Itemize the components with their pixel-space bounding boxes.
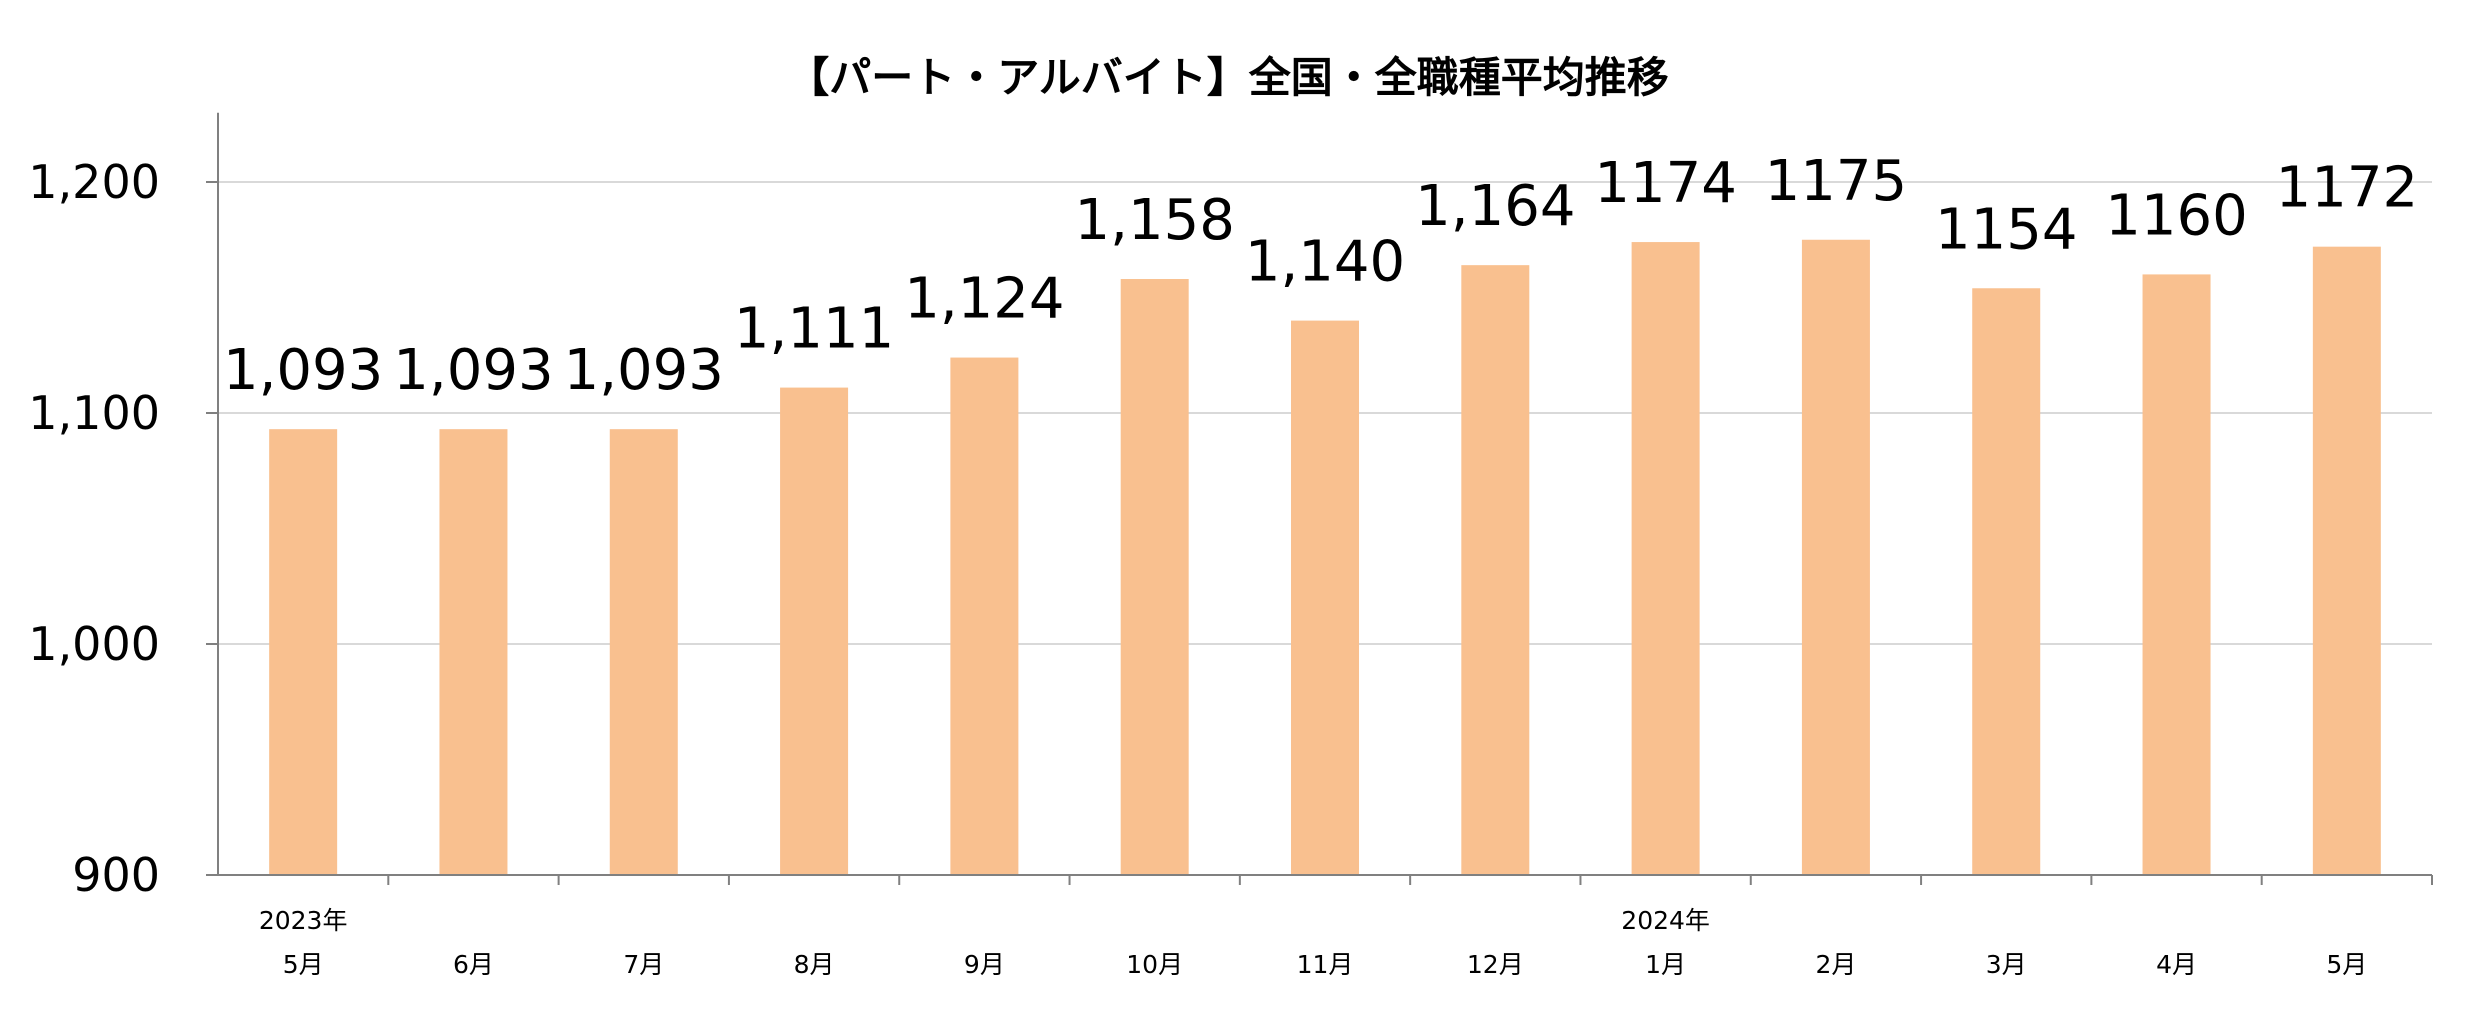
data-label: 1,140 [1245, 230, 1405, 295]
x-year-label: 2023年 [259, 906, 348, 935]
x-tick-label: 4月 [2156, 950, 2197, 979]
data-label: 1,093 [393, 338, 553, 403]
y-tick-label: 1,100 [28, 386, 160, 440]
bar [1631, 242, 1700, 875]
x-tick-label: 9月 [964, 950, 1005, 979]
x-tick-label: 7月 [623, 950, 664, 979]
data-label: 1,158 [1075, 188, 1235, 253]
bar [1291, 320, 1359, 876]
x-tick-label: 10月 [1126, 950, 1183, 979]
axes: 900 1,000 1,100 1,200 5月 6月 7月 8月 9月 10月 11月 12月 1月 2… [28, 112, 2433, 979]
x-tick-label: 11月 [1297, 950, 1354, 979]
bar [609, 429, 678, 875]
bar [269, 429, 338, 875]
bar [780, 387, 849, 875]
data-label: 1,093 [564, 338, 724, 403]
data-label: 1160 [2105, 183, 2248, 248]
bar [2142, 274, 2211, 875]
y-tick-label: 900 [72, 848, 160, 902]
x-tick-label: 8月 [794, 950, 835, 979]
bar [1801, 239, 1870, 875]
y-tick-label: 1,200 [28, 155, 160, 209]
x-tick-label: 5月 [283, 950, 324, 979]
bar [1972, 288, 2041, 875]
x-tick-label: 12月 [1467, 950, 1524, 979]
y-tick-label: 1,000 [28, 617, 160, 671]
bar [1461, 265, 1530, 875]
data-label: 1,164 [1415, 174, 1575, 239]
bar [439, 429, 508, 875]
bars [269, 239, 2381, 876]
data-label: 1174 [1594, 151, 1737, 216]
bar [950, 357, 1019, 875]
data-label: 1,093 [223, 338, 383, 403]
data-label: 1154 [1935, 197, 2078, 262]
data-label: 1,124 [904, 267, 1064, 332]
data-label: 1175 [1765, 149, 1908, 214]
bar [2312, 246, 2381, 875]
x-tick-label: 2月 [1815, 950, 1856, 979]
bar [1120, 279, 1189, 875]
x-tick-label: 1月 [1645, 950, 1686, 979]
data-label: 1,111 [734, 297, 894, 362]
data-label: 1172 [2276, 156, 2419, 221]
x-tick-label: 6月 [453, 950, 494, 979]
x-tick-label: 5月 [2326, 950, 2367, 979]
x-year-label: 2024年 [1621, 906, 1710, 935]
chart-title: 【パート・アルバイト】全国・全職種平均推移 [787, 53, 1669, 102]
x-tick-label: 3月 [1986, 950, 2027, 979]
